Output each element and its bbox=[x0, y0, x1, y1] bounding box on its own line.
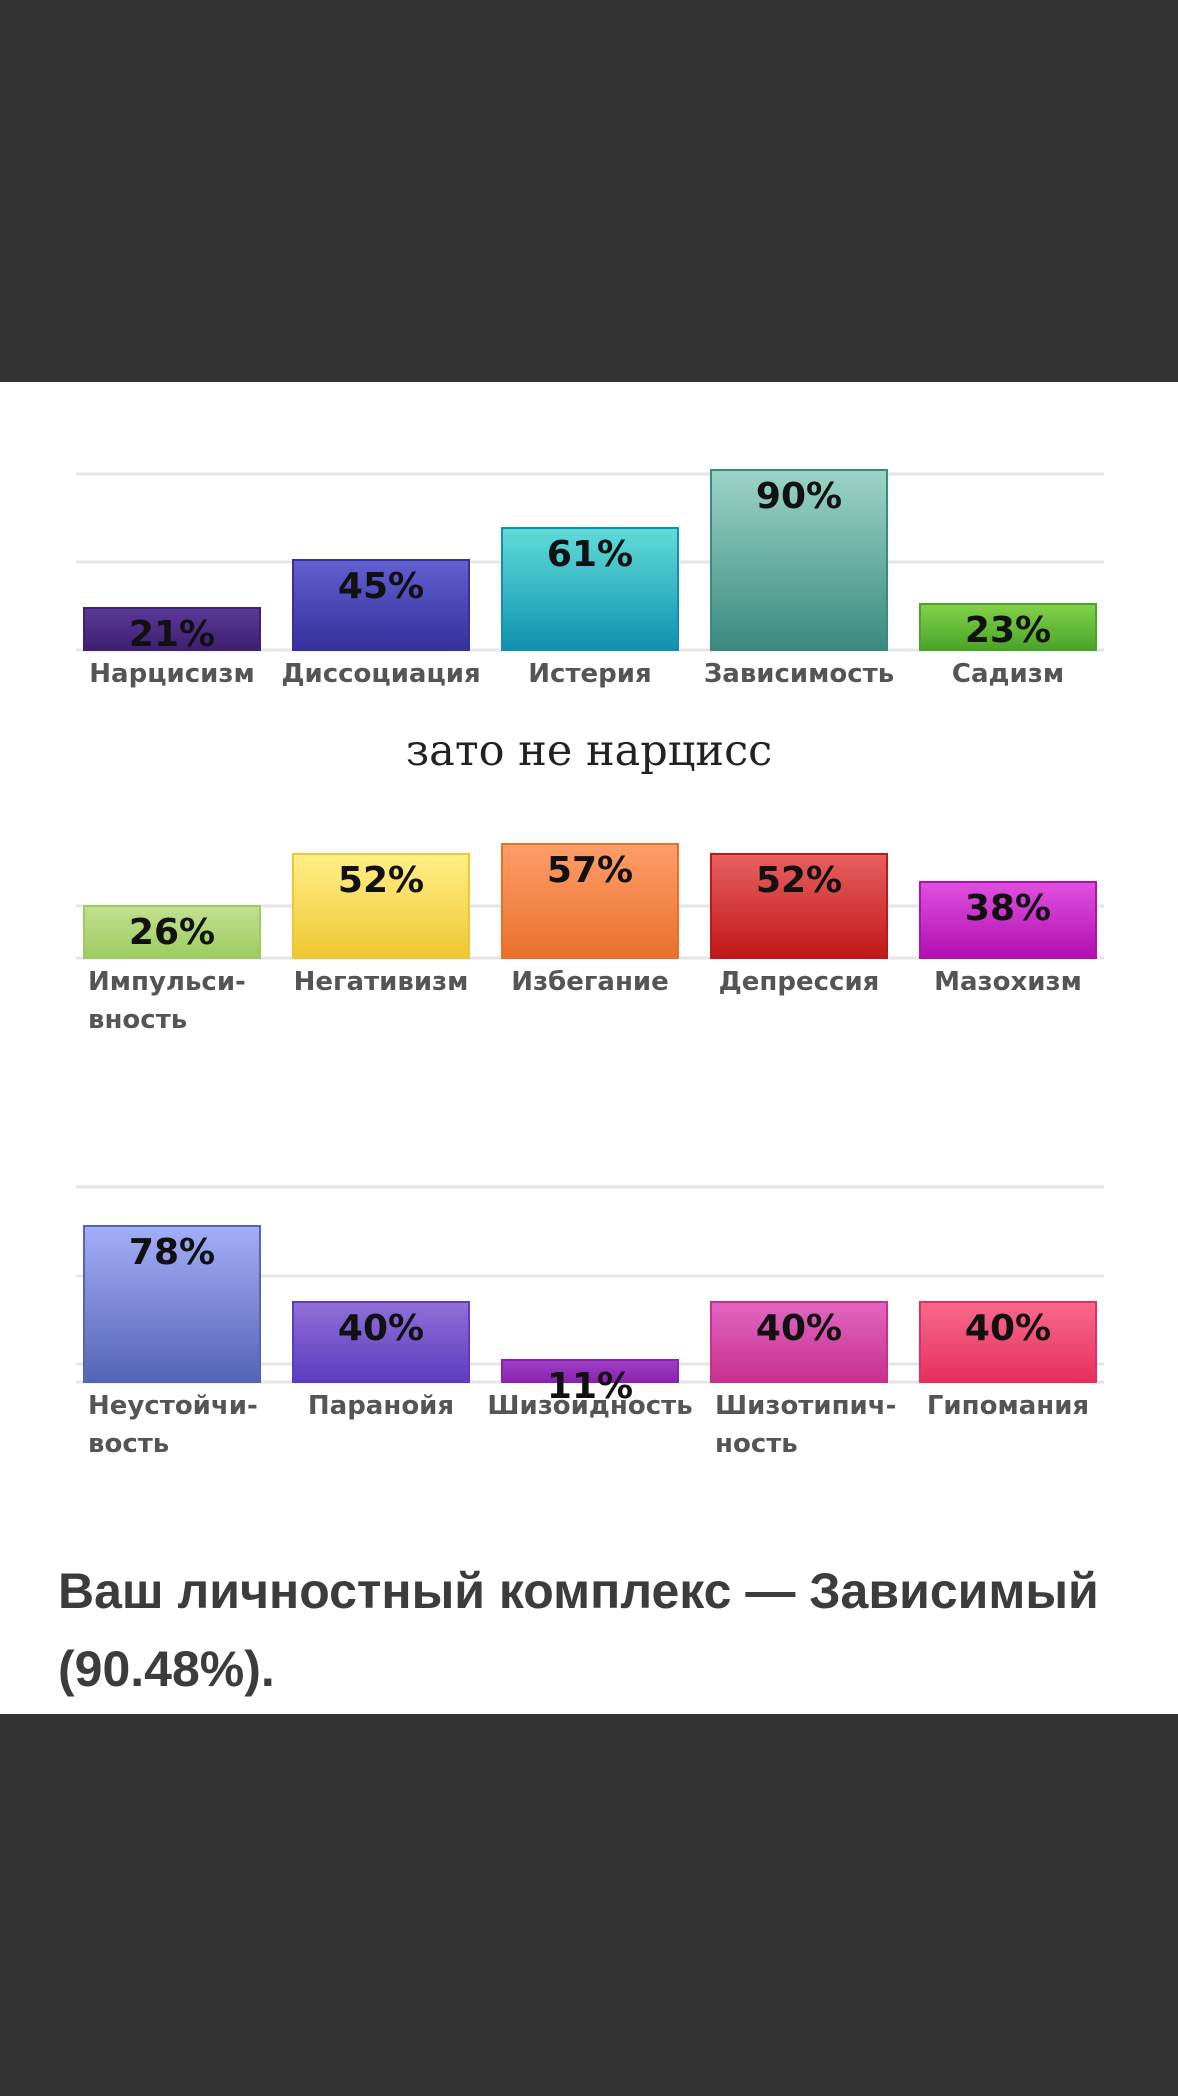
bar bbox=[919, 881, 1097, 959]
bar bbox=[710, 1301, 888, 1383]
category-label: ность bbox=[715, 1429, 798, 1459]
results-card: 21% Нарцисизм 45% Диссоциация 61% Истерия 90% З… bbox=[0, 382, 1178, 1714]
bar-value-label: 40% bbox=[338, 1308, 424, 1349]
bar-value-label: 45% bbox=[338, 566, 424, 607]
category-label: Паранойя bbox=[308, 1391, 454, 1421]
bar bbox=[710, 853, 888, 959]
bar-value-label: 38% bbox=[965, 888, 1051, 929]
bar-value-label: 40% bbox=[756, 1308, 842, 1349]
bar-value-label: 61% bbox=[547, 534, 633, 575]
category-label: Шизотипич- bbox=[715, 1391, 896, 1421]
bar bbox=[292, 559, 470, 651]
category-label: Зависимость bbox=[704, 659, 894, 689]
category-label: Шизоидность bbox=[487, 1391, 692, 1421]
category-label: Нарцисизм bbox=[89, 659, 254, 689]
bar-value-label: 90% bbox=[756, 476, 842, 517]
bar bbox=[501, 527, 679, 651]
chart-1: 21% Нарцисизм 45% Диссоциация 61% Истерия 90% З… bbox=[76, 469, 1104, 689]
bar bbox=[292, 1301, 470, 1383]
category-label: Истерия bbox=[528, 659, 651, 689]
chart-3: 78% Неустойчи-вость 40% Паранойя 11%Шизоидно… bbox=[76, 1185, 1104, 1459]
category-label: Диссоциация bbox=[281, 659, 480, 689]
bar bbox=[83, 607, 261, 651]
category-label: Неустойчи- bbox=[88, 1391, 258, 1421]
category-label: Садизм bbox=[952, 659, 1064, 689]
chart-2: 26% Импульси-вность 52% Негативизм 57% Избега… bbox=[76, 843, 1104, 1035]
category-label: вность bbox=[88, 1005, 187, 1035]
bar-value-label: 23% bbox=[965, 610, 1051, 651]
bar bbox=[710, 469, 888, 651]
bar-value-label: 26% bbox=[129, 912, 215, 953]
bar bbox=[919, 1301, 1097, 1383]
bar bbox=[83, 905, 261, 959]
bar-value-label: 52% bbox=[338, 860, 424, 901]
bar-value-label: 78% bbox=[129, 1232, 215, 1273]
bar-value-label: 21% bbox=[129, 614, 215, 655]
category-label: Мазохизм bbox=[934, 967, 1082, 997]
bar bbox=[83, 1225, 261, 1383]
result-text: Ваш личностный комплекс — Зависимый (90.… bbox=[58, 1563, 1099, 1697]
bar bbox=[501, 843, 679, 959]
category-label: Избегание bbox=[511, 967, 669, 997]
bar bbox=[501, 1359, 679, 1383]
category-label: Гипомания bbox=[927, 1391, 1089, 1421]
category-label: Импульси- bbox=[88, 967, 246, 997]
category-label: Депрессия bbox=[719, 967, 880, 997]
category-label: Негативизм bbox=[294, 967, 469, 997]
bar-value-label: 11% bbox=[547, 1366, 633, 1407]
bar-value-label: 40% bbox=[965, 1308, 1051, 1349]
bar-value-label: 57% bbox=[547, 850, 633, 891]
bar bbox=[292, 853, 470, 959]
bar bbox=[919, 603, 1097, 651]
chart-caption: зато не нарцисс bbox=[405, 726, 773, 776]
category-label: вость bbox=[88, 1429, 169, 1459]
bar-value-label: 52% bbox=[756, 860, 842, 901]
